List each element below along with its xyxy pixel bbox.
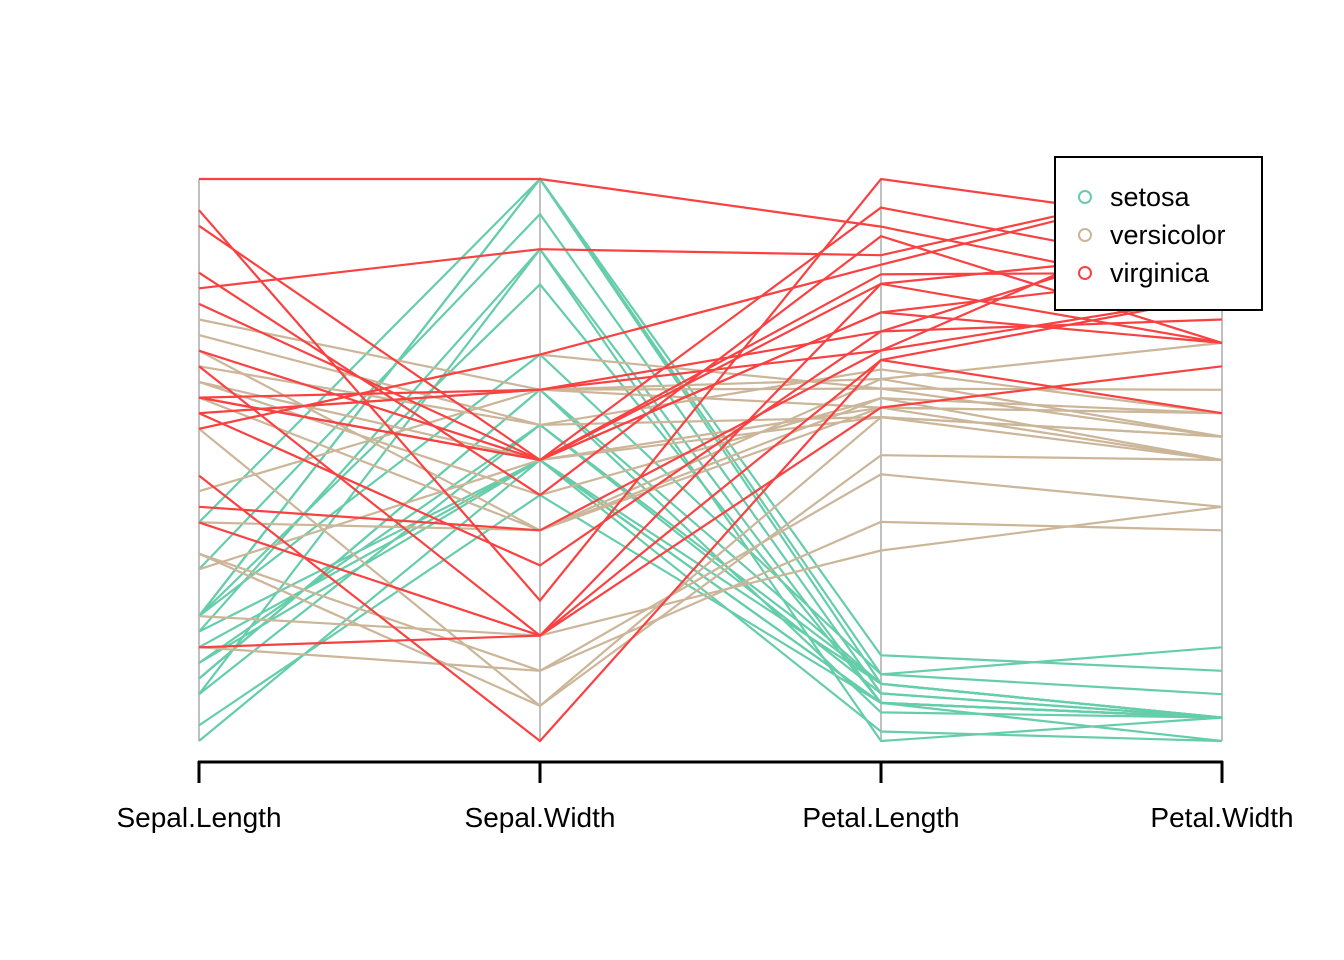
virginica-circle-icon [1078, 266, 1092, 280]
data-line [199, 177, 1223, 298]
data-line [198, 406, 1223, 532]
data-line [198, 206, 1223, 462]
data-line [198, 334, 1223, 427]
data-line [198, 458, 1223, 743]
data-line [198, 271, 1223, 462]
axis-label-sepal-width: Sepal.Width [464, 802, 616, 833]
axis-label-petal-width: Petal.Width [1150, 802, 1294, 833]
data-line [198, 311, 1223, 462]
data-line [198, 295, 1223, 399]
data-line [198, 520, 1223, 672]
data-line [198, 458, 1223, 743]
legend-item-versicolor: versicolor [1078, 216, 1261, 254]
legend-label: versicolor [1110, 219, 1226, 250]
bottom-axis [197, 760, 1224, 783]
axis-label-petal-length: Petal.Length [802, 802, 960, 833]
data-line [198, 234, 1223, 497]
data-line [198, 247, 1223, 743]
legend-item-virginica: virginica [1078, 254, 1261, 292]
legend-items: setosa versicolor virginica [1056, 158, 1261, 292]
legend-label: setosa [1110, 181, 1190, 212]
data-line [198, 282, 1223, 638]
data-line [198, 454, 1223, 708]
data-line [198, 380, 1223, 497]
data-line [198, 318, 1223, 567]
legend-label: virginica [1110, 257, 1210, 288]
data-line [198, 201, 1223, 532]
data-line [198, 177, 1223, 719]
versicolor-circle-icon [1078, 228, 1092, 242]
data-line [198, 473, 1223, 673]
data-line [198, 282, 1223, 719]
data-line [198, 406, 1223, 571]
legend: setosa versicolor virginica [1054, 156, 1263, 311]
data-line [198, 358, 1223, 743]
legend-item-setosa: setosa [1078, 178, 1261, 216]
data-line [198, 505, 1223, 637]
data-line [198, 177, 1223, 603]
axis-label-sepal-length: Sepal.Length [116, 802, 282, 833]
setosa-circle-icon [1078, 190, 1092, 204]
data-line [198, 415, 1223, 708]
data-line [198, 224, 1223, 415]
data-line [198, 177, 1223, 430]
data-line [198, 380, 1223, 462]
series-virginica [198, 177, 1223, 743]
data-line [198, 353, 1223, 676]
data-line [198, 396, 1223, 532]
data-line [198, 247, 1223, 719]
data-line [198, 493, 1223, 727]
data-line [198, 177, 1223, 290]
series-versicolor [198, 318, 1223, 708]
data-line [198, 349, 1223, 532]
data-line [198, 177, 1223, 696]
